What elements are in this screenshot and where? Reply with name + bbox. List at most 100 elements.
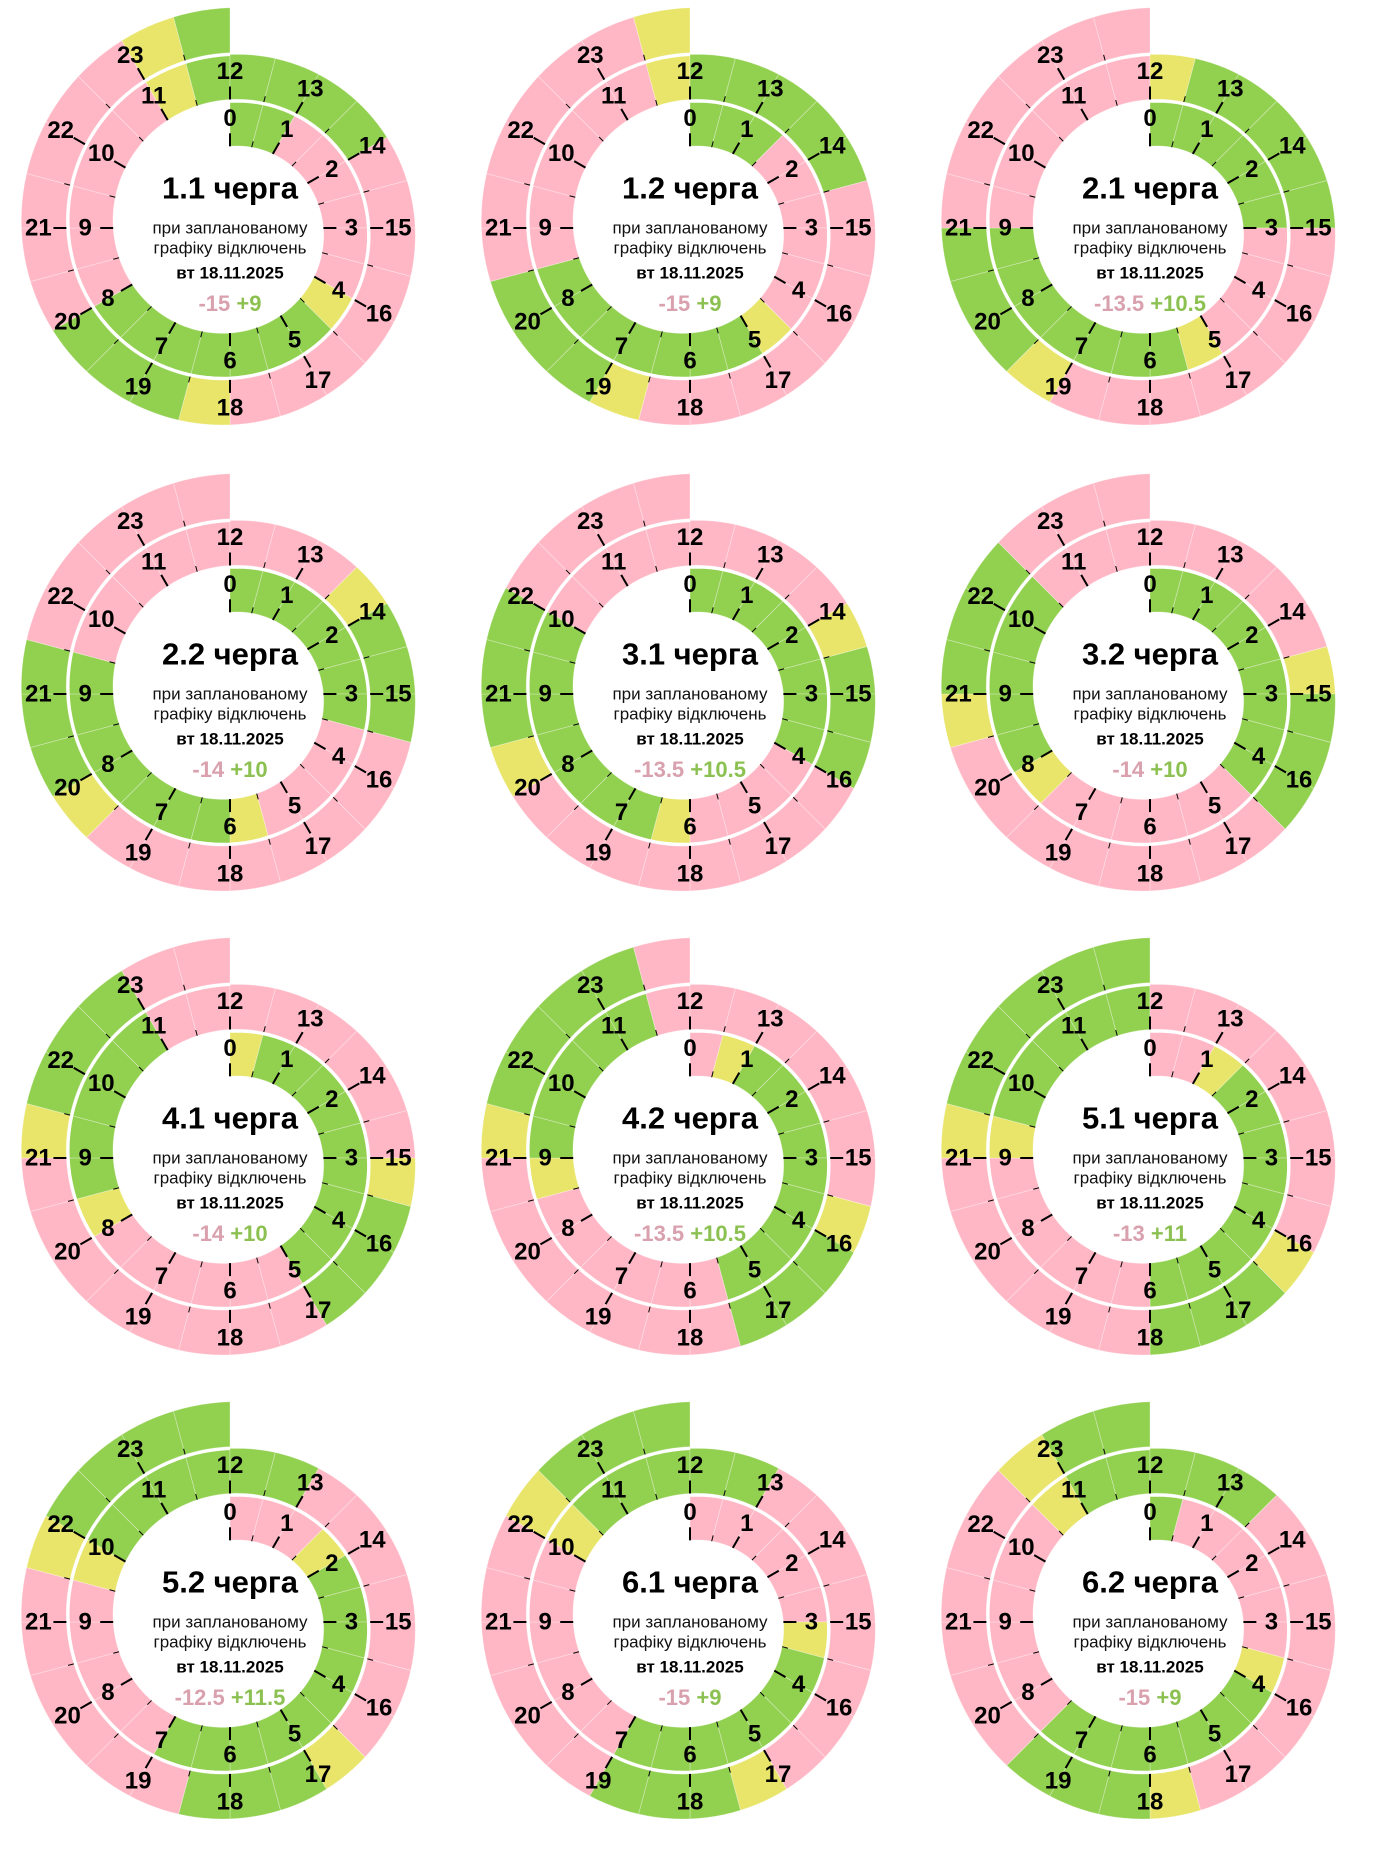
hour-tick <box>620 574 629 587</box>
half-hour-tick <box>1244 594 1250 600</box>
hour-label: 17 <box>305 833 332 860</box>
hour-label: 14 <box>359 598 386 625</box>
hour-label: 12 <box>217 1452 244 1479</box>
hour-label: 2 <box>1245 622 1258 649</box>
hour-label: 6 <box>1143 1742 1156 1769</box>
half-hour-tick <box>1058 1530 1064 1536</box>
hour-label: 13 <box>1217 1470 1244 1497</box>
half-hour-tick <box>321 718 329 721</box>
subtitle-line-2: графіку відключень <box>614 1169 767 1188</box>
hour-tick <box>731 1536 741 1549</box>
subtitle-line-1: при запланованому <box>152 1149 308 1168</box>
hour-tick <box>767 1105 780 1115</box>
hour-tick <box>999 772 1013 782</box>
half-hour-tick <box>716 1721 719 1728</box>
hour-tick <box>767 175 780 185</box>
half-hour-tick <box>827 264 834 267</box>
hour-label: 0 <box>223 105 236 132</box>
half-hour-tick <box>723 1490 726 1497</box>
outage-hours: -15 <box>658 291 690 316</box>
hour-label: 17 <box>1225 833 1252 860</box>
queue-title: 1.1 черга <box>162 171 299 206</box>
half-hour-tick <box>188 842 191 849</box>
hour-label: 0 <box>683 571 696 598</box>
hour-label: 23 <box>117 508 144 535</box>
hour-label: 6 <box>1143 348 1156 375</box>
half-hour-tick <box>751 1091 757 1097</box>
hour-label: 20 <box>514 1238 541 1265</box>
half-hour-tick <box>200 331 203 338</box>
hour-label: 15 <box>385 1609 412 1636</box>
hour-label: 11 <box>601 548 626 575</box>
hour-label: 11 <box>141 548 166 575</box>
spiral-chart: 0 12345678910111213141516171819202122235.… <box>940 937 1336 1356</box>
half-hour-tick <box>256 1257 259 1264</box>
half-hour-tick <box>113 257 120 260</box>
subtitle-line-2: графіку відключень <box>1074 705 1227 724</box>
power-hours: +11.5 <box>231 1685 285 1710</box>
hour-tick <box>533 602 546 612</box>
queue-chart: 0 1 2 3 4 5 6 7 8 9 10 11 12 13 14 15 16 17 18 19 20 21 22 23 5.… <box>920 930 1380 1396</box>
hour-tick <box>773 741 787 751</box>
hour-tick <box>628 1251 637 1265</box>
hour-label: 20 <box>514 308 541 335</box>
hour-label: 22 <box>47 583 74 610</box>
half-hour-tick <box>113 1269 119 1275</box>
hour-tick <box>767 641 780 651</box>
power-hours: +10.5 <box>1150 291 1206 316</box>
half-hour-tick <box>105 103 111 109</box>
hour-tick <box>279 781 288 794</box>
hour-label: 14 <box>359 1062 386 1089</box>
half-hour-tick <box>367 730 374 733</box>
hour-tick <box>73 1066 86 1076</box>
hour-tick <box>347 618 360 627</box>
hour-tick <box>739 1245 748 1258</box>
half-hour-tick <box>823 190 830 193</box>
half-hour-tick <box>573 805 579 811</box>
hour-label: 10 <box>548 1534 575 1561</box>
hour-tick <box>1227 1105 1240 1115</box>
half-hour-tick <box>67 269 74 272</box>
half-hour-tick <box>778 1596 785 1599</box>
half-hour-tick <box>1211 1091 1217 1097</box>
hour-label: 7 <box>1075 333 1088 360</box>
half-hour-tick <box>1241 1182 1249 1185</box>
ring-separator <box>986 1447 1291 1774</box>
hour-tick <box>313 741 327 751</box>
hour-label: 10 <box>1008 1070 1035 1097</box>
half-hour-tick <box>1171 141 1174 148</box>
queue-title: 2.1 черга <box>1082 171 1219 206</box>
hour-label: 0 <box>683 105 696 132</box>
hour-tick <box>1233 1669 1247 1679</box>
hours-summary: -15 +9 <box>658 1685 721 1710</box>
hour-tick <box>580 283 593 292</box>
hour-tick <box>739 781 748 794</box>
subtitle-line-1: при запланованому <box>612 219 768 238</box>
hour-label: 3 <box>345 1609 358 1636</box>
hour-tick <box>271 1536 281 1549</box>
half-hour-tick <box>1252 1260 1258 1266</box>
hour-label: 23 <box>577 42 604 69</box>
power-hours: +9 <box>236 291 261 316</box>
hour-label: 11 <box>141 1476 166 1503</box>
hour-tick <box>144 362 153 375</box>
half-hour-tick <box>64 1113 71 1116</box>
hour-label: 15 <box>385 215 412 242</box>
hour-label: 23 <box>577 1436 604 1463</box>
hour-label: 16 <box>826 1231 853 1258</box>
queue-chart: 0 1 2 3 4 5 6 7 8 9 10 11 12 13 14 15 16 17 18 19 20 21 22 23 3.… <box>460 466 920 932</box>
schedule-date: вт 18.11.2025 <box>1096 730 1203 749</box>
hour-tick <box>1267 618 1280 627</box>
hour-label: 20 <box>974 1238 1001 1265</box>
hour-tick <box>1267 1546 1280 1555</box>
half-hour-tick <box>1025 1497 1031 1503</box>
half-hour-tick <box>105 1497 111 1503</box>
hour-label: 21 <box>485 1609 512 1636</box>
hour-label: 0 <box>683 1035 696 1062</box>
hours-summary: -15 +9 <box>658 291 721 316</box>
hour-label: 16 <box>826 767 853 794</box>
hour-label: 16 <box>1286 1231 1313 1258</box>
hour-label: 5 <box>1208 792 1221 819</box>
half-hour-tick <box>565 1033 571 1039</box>
half-hour-tick <box>1252 1724 1258 1730</box>
